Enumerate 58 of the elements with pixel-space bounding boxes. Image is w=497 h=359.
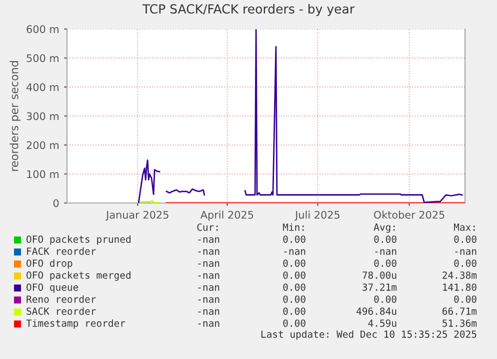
text: 0.00 [454,235,476,243]
legend-label: OFO queue [26,283,78,293]
text: -nan [198,309,220,315]
text: 0.00 [283,235,306,243]
text: 0.00 [283,283,306,291]
text: -nan [198,321,220,327]
y-tick-label: 600 m [26,25,58,34]
legend-label: Timestamp reorder [26,319,126,329]
y-axis-title: reorders per second [10,61,20,171]
text: 24.38m [442,271,477,279]
text: -nan [455,249,476,255]
y-tick-label: 0 [53,199,59,208]
text: 0.00 [283,271,306,279]
legend-label: OFO drop [26,259,72,269]
text: -nan [198,237,220,243]
text: Avg: [374,224,395,233]
text: 0.00 [283,295,306,303]
text: -nan [198,285,220,291]
legend-label: SACK reorder [26,307,96,315]
y-tick-label: 300 m [26,112,58,120]
x-tick-label: Juli 2025 [294,210,340,221]
text: -nan [284,249,306,255]
text: 0.00 [283,259,306,267]
text: Cur: [197,223,218,231]
text: 0.00 [374,259,396,267]
text: 66.71m [442,307,477,315]
legend-label: OFO packets merged [26,271,130,281]
y-tick-label: 400 m [26,83,58,92]
text: 0.00 [374,295,396,303]
text: 141.80 [443,283,476,291]
text: 0.00 [454,259,476,267]
y-tick-label: 500 m [26,54,58,62]
legend-label: Reno reorder [26,295,96,303]
text: 0.00 [454,295,476,303]
text: -nan [198,261,220,267]
text: -nan [198,273,220,279]
text: Min: [282,223,304,231]
legend-label: FACK reorder [27,247,96,255]
y-tick-label: 200 m [26,141,58,150]
x-tick-label: April 2025 [200,210,254,221]
y-tick-label: 100 m [27,170,58,178]
text: 496.84u [356,307,396,315]
text: -nan [198,249,220,255]
text: 37.21m [362,283,397,291]
x-tick-label: Januar 2025 [106,210,168,221]
text: Max: [454,224,475,231]
text: 0.00 [374,235,396,243]
text: 78.00u [362,271,396,279]
x-tick-label: Oktober 2025 [374,210,444,219]
text: Last update: Wed Dec 10 15:35:25 2025 [261,330,476,340]
text: 0.00 [283,319,306,327]
text: 0.00 [283,307,306,315]
text: -nan [375,249,396,255]
text: -nan [198,297,220,303]
legend-label: OFO packets pruned [26,235,130,245]
text: 51.36m [442,319,477,327]
chart-title: TCP SACK/FACK reorders - by year [142,4,355,16]
text: 4.59u [368,319,396,327]
